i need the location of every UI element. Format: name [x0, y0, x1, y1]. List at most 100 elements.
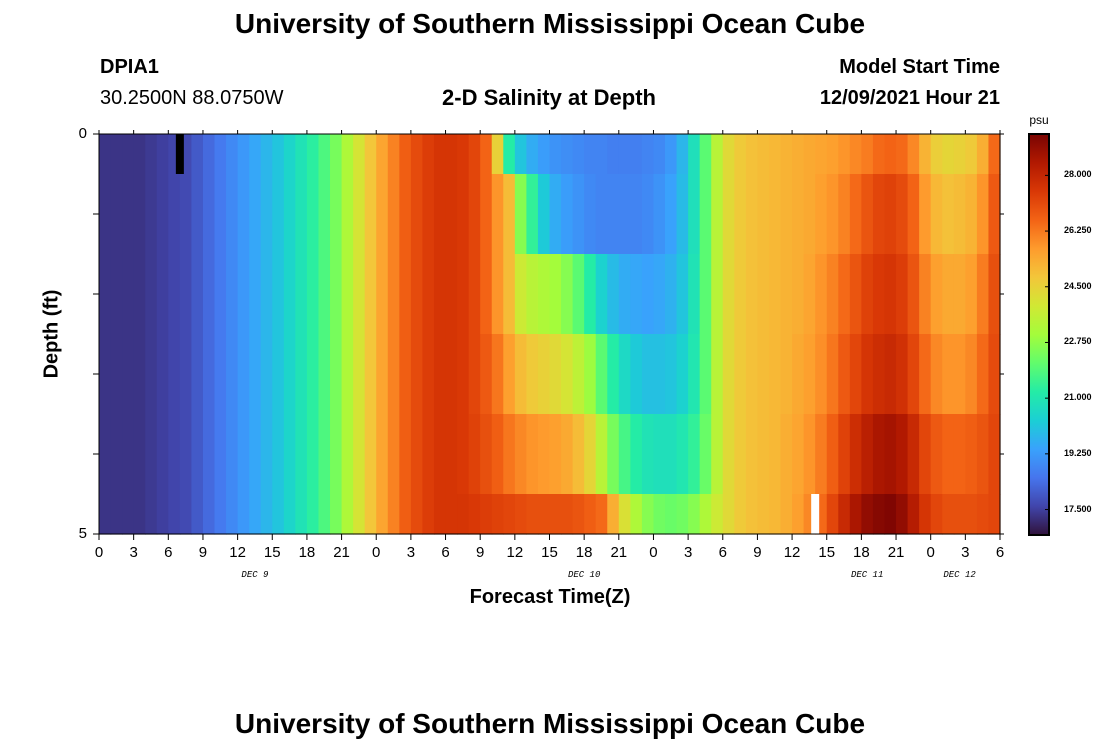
page-title-bottom: University of Southern Mississippi Ocean…: [234, 708, 866, 739]
heatmap-cell: [387, 174, 400, 255]
heatmap-cell: [757, 134, 770, 175]
heatmap-cell: [364, 174, 377, 255]
heatmap-cell: [457, 494, 470, 535]
heatmap-cell: [988, 414, 1001, 495]
heatmap-cell: [237, 134, 250, 175]
heatmap-cell: [711, 174, 724, 255]
heatmap-cell: [491, 494, 504, 535]
heatmap-cell: [468, 174, 481, 255]
heatmap-cell: [514, 174, 527, 255]
heatmap-cell: [745, 334, 759, 415]
heatmap-cell: [202, 494, 216, 535]
model-start-value: 12/09/2021 Hour 21: [819, 87, 1000, 109]
heatmap-cell: [491, 134, 504, 175]
heatmap-cell: [445, 494, 458, 535]
heatmap-cell: [503, 334, 516, 415]
heatmap-cell: [930, 134, 943, 175]
heatmap-cell: [318, 254, 331, 335]
heatmap-cell: [792, 494, 805, 535]
heatmap-cell: [780, 254, 793, 335]
heatmap-cell: [722, 134, 735, 175]
heatmap-cell: [630, 414, 643, 495]
heatmap-cell: [122, 254, 135, 335]
heatmap-cell: [110, 174, 123, 255]
heatmap-cell: [283, 334, 296, 415]
heatmap-cell: [803, 174, 816, 255]
heatmap-cell: [965, 134, 978, 175]
heatmap-cell: [953, 494, 966, 535]
heatmap-cell: [226, 334, 239, 415]
heatmap-cell: [815, 254, 828, 335]
heatmap-cell: [410, 334, 424, 415]
heatmap-cell: [618, 494, 631, 535]
heatmap-cell: [780, 174, 793, 255]
heatmap-cell: [595, 174, 608, 255]
heatmap-cell: [988, 334, 1001, 415]
heatmap-cell: [156, 174, 169, 255]
heatmap-cell: [676, 174, 689, 255]
heatmap-cell: [942, 334, 955, 415]
heatmap-cell: [699, 334, 712, 415]
x-axis-title: Forecast Time(Z): [469, 586, 631, 608]
heatmap-cell: [376, 334, 389, 415]
x-tick-label: 6: [164, 544, 173, 561]
station-coordinates: 30.2500N 88.0750W: [100, 87, 284, 109]
heatmap-cell: [872, 494, 886, 535]
heatmap-cell: [780, 134, 793, 175]
heatmap-cell: [260, 254, 273, 335]
heatmap-cell: [561, 334, 574, 415]
heatmap-cell: [99, 494, 112, 535]
heatmap-cell: [237, 334, 250, 415]
heatmap-cell: [306, 414, 320, 495]
x-tick-label: 3: [129, 544, 138, 561]
heatmap-cell: [607, 494, 620, 535]
y-tick-label: 0: [78, 125, 87, 142]
heatmap-cell: [295, 134, 308, 175]
heatmap-cell: [330, 334, 343, 415]
heatmap-cell: [364, 414, 377, 495]
heatmap-cell: [376, 414, 389, 495]
heatmap-cell: [803, 414, 816, 495]
heatmap-cell: [457, 174, 470, 255]
heatmap-cell: [722, 254, 735, 335]
heatmap-cell: [133, 494, 146, 535]
heatmap-cell: [168, 334, 181, 415]
heatmap-cell: [399, 254, 412, 335]
heatmap-cell: [745, 494, 759, 535]
heatmap-cell: [468, 254, 481, 335]
heatmap-cell: [387, 334, 400, 415]
heatmap-cell: [953, 254, 966, 335]
heatmap-cell: [99, 174, 112, 255]
heatmap-cell: [306, 254, 320, 335]
heatmap-cell: [399, 334, 412, 415]
heatmap-cell: [214, 334, 227, 415]
colorbar: [1028, 133, 1050, 536]
heatmap-cell: [699, 134, 712, 175]
heatmap-cell: [110, 494, 123, 535]
x-day-label: DEC 12: [943, 570, 976, 580]
x-tick-label: 6: [995, 544, 1005, 561]
x-tick-label: 6: [718, 544, 727, 561]
heatmap-cell: [191, 174, 204, 255]
heatmap-cell: [930, 254, 943, 335]
heatmap-cell: [341, 334, 354, 415]
heatmap-cell: [653, 134, 666, 175]
heatmap-cell: [884, 254, 897, 335]
heatmap-cell: [272, 494, 285, 535]
heatmap-cell: [768, 134, 782, 175]
station-id: DPIA1: [100, 56, 159, 78]
heatmap-cell: [353, 334, 366, 415]
heatmap-cell: [653, 254, 666, 335]
colorbar-unit: psu: [1029, 113, 1049, 127]
heatmap-cell: [260, 494, 273, 535]
heatmap-cell: [976, 414, 990, 495]
heatmap-cell: [341, 174, 354, 255]
heatmap-cell: [618, 334, 631, 415]
heatmap-cell: [341, 414, 354, 495]
heatmap-cell: [572, 254, 585, 335]
heatmap-cell: [249, 494, 262, 535]
heatmap-cell: [768, 174, 782, 255]
heatmap-cell: [688, 134, 701, 175]
heatmap-cell: [838, 254, 851, 335]
heatmap-cell: [930, 174, 943, 255]
